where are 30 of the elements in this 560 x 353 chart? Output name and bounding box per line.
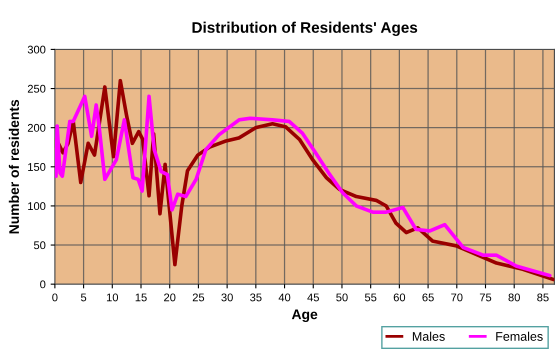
x-tick-label: 75 xyxy=(480,294,492,302)
y-tick-label: 250 xyxy=(28,84,46,93)
x-tick-label: 5 xyxy=(80,294,86,302)
legend-label: Females xyxy=(496,332,543,341)
chart-title: Distribution of Residents' Ages xyxy=(192,22,418,36)
y-tick-label: 100 xyxy=(28,202,46,210)
x-tick-label: 15 xyxy=(136,294,147,302)
x-tick-label: 10 xyxy=(106,293,118,302)
x-tick-label: 80 xyxy=(508,293,520,302)
y-tick-label: 150 xyxy=(28,163,46,171)
x-tick-label: 25 xyxy=(192,293,204,302)
y-tick-label: 50 xyxy=(34,241,46,250)
y-axis-title: Number of residents xyxy=(8,100,20,234)
y-tick-label: 300 xyxy=(28,46,46,54)
x-tick-label: 55 xyxy=(364,294,376,302)
x-tick-label: 50 xyxy=(336,293,348,302)
x-tick-label: 40 xyxy=(278,293,290,302)
y-tick-label: 200 xyxy=(28,124,46,132)
x-tick-label: 35 xyxy=(250,293,262,302)
x-tick-label: 20 xyxy=(164,293,176,302)
x-tick-label: 30 xyxy=(221,293,233,302)
x-axis-title: Age xyxy=(292,310,318,322)
x-tick-label: 45 xyxy=(307,294,319,302)
x-tick-label: 65 xyxy=(422,293,434,302)
x-tick-label: 85 xyxy=(537,293,549,302)
x-tick-label: 60 xyxy=(394,293,406,302)
legend-label: Males xyxy=(412,332,445,341)
x-tick-label: 0 xyxy=(52,293,58,302)
x-tick-label: 70 xyxy=(451,293,463,302)
y-tick-label: 0 xyxy=(40,280,46,288)
